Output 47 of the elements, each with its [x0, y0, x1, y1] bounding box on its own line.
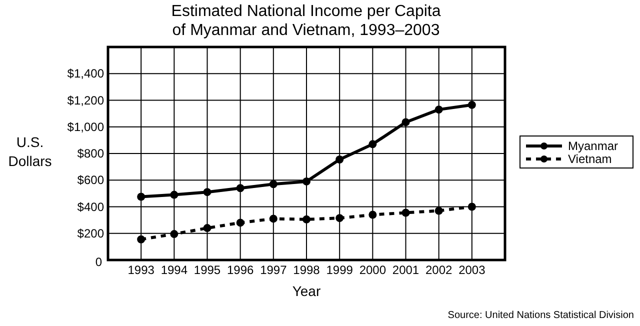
- point: [302, 215, 310, 224]
- x-tick-label: 1997: [260, 263, 288, 277]
- point: [236, 184, 244, 192]
- point: [402, 208, 410, 217]
- point: [402, 118, 410, 126]
- legend-label: Vietnam: [568, 152, 612, 166]
- point: [203, 188, 212, 196]
- point: [269, 214, 278, 223]
- y-tick-label: $400: [77, 200, 104, 214]
- y-axis-title: U.S. Dollars: [8, 134, 52, 169]
- point: [203, 224, 212, 232]
- x-tick-label: 1999: [326, 263, 354, 277]
- point: [336, 214, 344, 222]
- x-tick-label: 1996: [226, 263, 254, 277]
- x-tick-label: 1995: [194, 263, 221, 277]
- x-tick-label: 2000: [359, 263, 386, 277]
- point: [368, 140, 377, 148]
- y-tick-label: $1,400: [67, 66, 104, 81]
- point: [368, 210, 377, 219]
- y-tick-label: $200: [77, 226, 104, 240]
- x-tick-label: 1994: [160, 263, 188, 277]
- point: [236, 218, 244, 227]
- y-tick-label: $1,200: [67, 93, 104, 108]
- y-tick-label: $1,000: [67, 120, 104, 134]
- x-tick-label: 1993: [128, 263, 155, 277]
- x-tick-label: 1998: [293, 263, 320, 277]
- y-tick-label: $800: [77, 146, 104, 160]
- point: [468, 100, 476, 109]
- point: [302, 177, 310, 186]
- point: [137, 192, 146, 201]
- y-tick-label: 0: [95, 255, 102, 269]
- point: [434, 206, 443, 215]
- y-tick-label: $600: [77, 173, 104, 188]
- point: [434, 106, 443, 114]
- x-tick-label: 2001: [392, 263, 420, 277]
- x-axis-title: Year: [292, 283, 321, 299]
- point: [468, 202, 476, 211]
- point: [137, 235, 146, 244]
- x-tick-label: 2002: [425, 263, 453, 277]
- source-note: Source: United Nations Statistical Division: [448, 310, 634, 321]
- legend-label: Myanmar: [568, 139, 618, 153]
- x-tick-label: 2003: [458, 263, 486, 277]
- point: [170, 190, 178, 199]
- point: [269, 180, 278, 188]
- point: [170, 230, 178, 238]
- chart-title: Estimated National Income per Capita of Myanmar and Vietnam, 1993–2003: [171, 3, 441, 39]
- point: [336, 155, 344, 164]
